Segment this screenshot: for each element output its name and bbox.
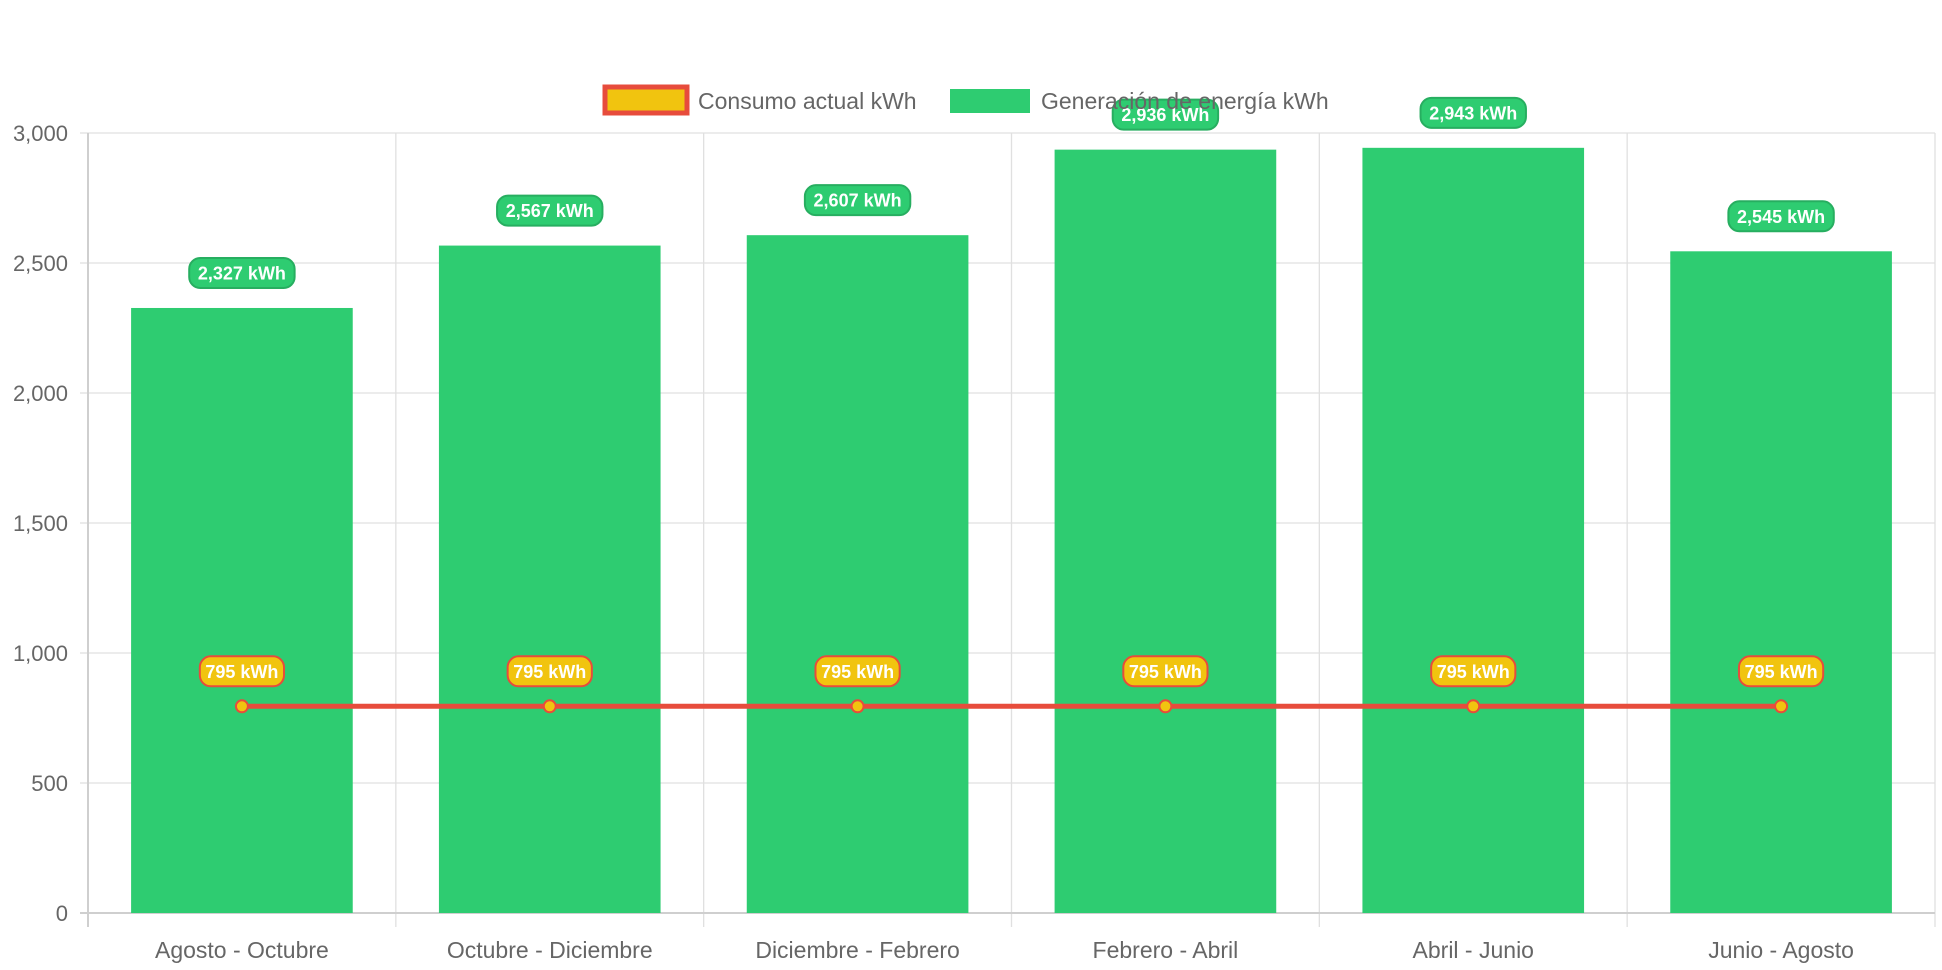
line-series [234, 699, 1789, 714]
bar[interactable] [1362, 147, 1585, 913]
bar-data-label-box [803, 184, 912, 217]
y-axis-ticks: 0 500 1,000 1,500 2,000 2,500 3,000 [13, 121, 68, 926]
line-point[interactable] [542, 699, 557, 714]
line-data-label: 795 kWh [821, 662, 894, 682]
line-point[interactable] [234, 699, 249, 714]
y-tick-label: 0 [56, 901, 68, 926]
y-tick-label: 3,000 [13, 121, 68, 146]
bar-series [131, 147, 1892, 914]
line-data-label-box [506, 655, 593, 688]
bar-data-label: 2,545 kWh [1737, 207, 1825, 227]
x-axis-ticks: Agosto - Octubre Octubre - Diciembre Dicie… [155, 937, 1854, 963]
y-tick-label: 1,000 [13, 641, 68, 666]
bar-data-label-box [188, 256, 296, 289]
y-tick-label: 500 [31, 771, 68, 796]
line-data-label: 795 kWh [205, 662, 278, 682]
line-data-label-box [814, 655, 901, 688]
bar-data-label: 2,936 kWh [1121, 105, 1209, 125]
x-tick-label: Junio - Agosto [1708, 937, 1854, 963]
line-data-label: 795 kWh [513, 662, 586, 682]
bar[interactable] [438, 245, 661, 913]
line-point[interactable] [1466, 699, 1481, 714]
y-tick-label: 1,500 [13, 511, 68, 536]
legend-label-generacion: Generación de energía kWh [1041, 88, 1329, 114]
line-data-label-box [198, 655, 286, 688]
data-labels: 2,327 kWh 2,567 kWh 2,607 kWh 2,936 kWh 2,94… [188, 96, 1835, 688]
bar-data-label: 2,943 kWh [1429, 103, 1517, 123]
x-tick-label: Agosto - Octubre [155, 937, 329, 963]
bar-data-label: 2,607 kWh [814, 191, 902, 211]
bar-data-label-box [496, 194, 604, 227]
bar-data-label: 2,567 kWh [506, 201, 594, 221]
line-data-label-box [1122, 655, 1209, 688]
bar-data-label-box [1419, 96, 1527, 129]
line-data-label-box [1430, 655, 1517, 688]
line-data-label-box [1737, 655, 1825, 688]
bar-data-label-box [1111, 98, 1220, 131]
y-tick-label: 2,000 [13, 381, 68, 406]
line-point[interactable] [850, 699, 865, 714]
line-data-label: 795 kWh [1437, 662, 1510, 682]
line-point[interactable] [1158, 699, 1173, 714]
grid [80, 132, 1936, 927]
x-tick-label: Octubre - Diciembre [447, 937, 653, 963]
x-tick-label: Diciembre - Febrero [755, 937, 960, 963]
legend-item-consumo[interactable]: Consumo actual kWh [602, 84, 917, 116]
y-tick-label: 2,500 [13, 251, 68, 276]
bar[interactable] [1670, 251, 1892, 914]
line-data-label: 795 kWh [1129, 662, 1202, 682]
legend-label-consumo: Consumo actual kWh [698, 88, 917, 114]
bar[interactable] [1054, 149, 1277, 913]
x-tick-label: Abril - Junio [1413, 937, 1534, 963]
x-tick-label: Febrero - Abril [1093, 937, 1239, 963]
line-point[interactable] [1774, 699, 1789, 714]
bar-data-label-box [1727, 200, 1835, 233]
bar[interactable] [746, 235, 969, 913]
legend-swatch-generacion [950, 89, 1030, 113]
line-data-label: 795 kWh [1745, 662, 1818, 682]
legend-swatch-consumo [602, 84, 690, 116]
legend: Consumo actual kWh Generación de energía… [602, 84, 1329, 116]
legend-item-generacion[interactable]: Generación de energía kWh [950, 88, 1329, 114]
bar[interactable] [131, 307, 353, 914]
bar-data-label: 2,327 kWh [198, 263, 286, 283]
